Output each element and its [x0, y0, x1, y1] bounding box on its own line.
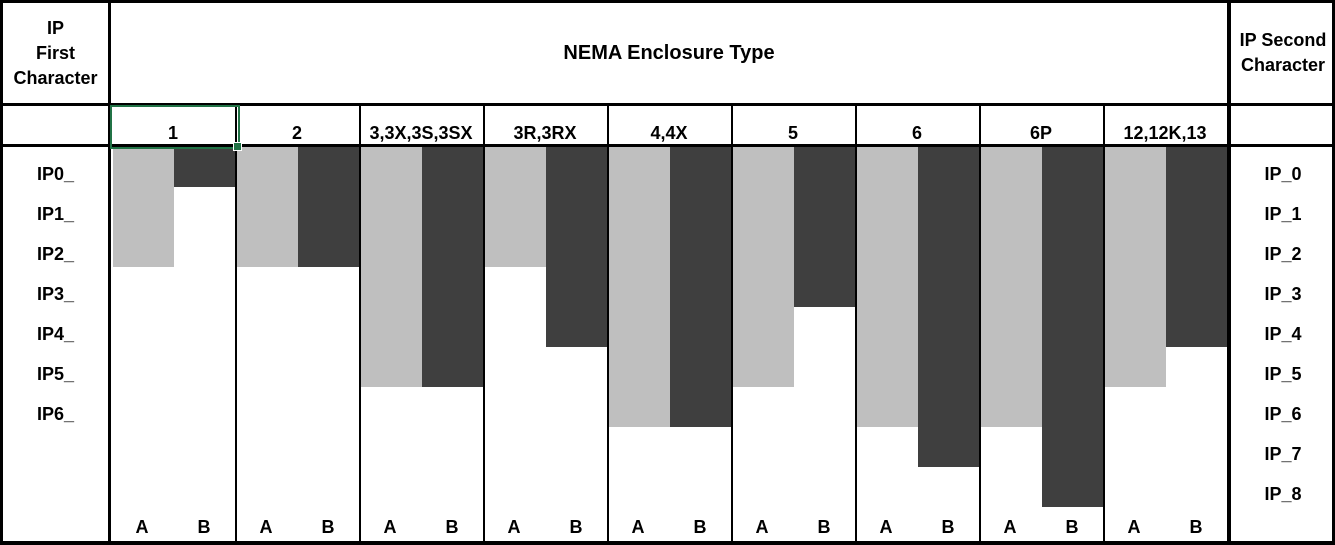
right-axis-label: IP_6	[1264, 404, 1302, 424]
ip-second-character-header: IP Second Character	[1231, 3, 1332, 103]
column-divider	[483, 103, 485, 542]
column-header-cell[interactable]: 6P	[1029, 123, 1053, 143]
column-header-cell[interactable]: 12,12K,13	[1123, 123, 1207, 143]
column-header-cell[interactable]: 3,3X,3S,3SX	[369, 123, 473, 143]
column-header-cell[interactable]: 3R,3RX	[513, 123, 577, 143]
sub-column-label-b: B	[941, 517, 955, 537]
bar-b	[1166, 147, 1227, 347]
right-axis-label: IP_4	[1264, 324, 1302, 344]
sub-column-label-b: B	[445, 517, 459, 537]
bar-b	[174, 147, 235, 187]
column-header-cell[interactable]: 2	[291, 123, 302, 143]
nema-enclosure-type-title: NEMA Enclosure Type	[111, 3, 1227, 103]
sub-column-label-a: A	[507, 517, 521, 537]
right-axis-label: IP_8	[1264, 484, 1302, 504]
left-axis-label: IP4_	[36, 324, 75, 344]
column-header-cell[interactable]: 1	[167, 123, 178, 143]
column-header-cell[interactable]: 6	[911, 123, 922, 143]
sub-column-label-a: A	[755, 517, 769, 537]
right-axis-label: IP_2	[1264, 244, 1302, 264]
sub-column-label-a: A	[879, 517, 893, 537]
sub-column-label-b: B	[197, 517, 211, 537]
header-line: Character	[1240, 55, 1326, 75]
right-axis-label: IP_3	[1264, 284, 1302, 304]
bar-a	[609, 147, 670, 427]
right-axis-label: IP_7	[1264, 444, 1302, 464]
bar-a	[237, 147, 298, 267]
ip-first-character-header: IP First Character	[3, 3, 108, 103]
left-axis-label: IP0_	[36, 164, 75, 184]
sub-column-label-b: B	[569, 517, 583, 537]
bar-b	[670, 147, 731, 427]
sub-column-label-a: A	[1003, 517, 1017, 537]
right-column-border	[1227, 3, 1231, 542]
left-axis-label: IP5_	[36, 364, 75, 384]
header-line: Character	[13, 67, 98, 88]
sub-column-label-a: A	[383, 517, 397, 537]
right-axis-label: IP_5	[1264, 364, 1302, 384]
bar-a	[113, 147, 174, 267]
sub-column-label-a: A	[1127, 517, 1141, 537]
left-axis-label: IP6_	[36, 404, 75, 424]
header-line: IP Second	[1239, 30, 1327, 50]
bar-b	[794, 147, 855, 307]
right-axis-label: IP_0	[1264, 164, 1302, 184]
sub-column-label-a: A	[135, 517, 149, 537]
right-axis-label: IP_1	[1264, 204, 1302, 224]
column-divider	[1103, 103, 1105, 542]
sub-column-label-a: A	[631, 517, 645, 537]
header-line: IP	[46, 17, 64, 38]
column-divider	[731, 103, 733, 542]
column-divider	[235, 103, 237, 542]
bar-b	[298, 147, 359, 267]
bar-b	[422, 147, 483, 387]
bar-a	[1105, 147, 1166, 387]
bar-a	[361, 147, 422, 387]
left-column-border	[108, 3, 111, 542]
bar-a	[485, 147, 546, 267]
gridline-bottom	[3, 541, 1332, 542]
bar-a	[981, 147, 1042, 427]
bar-a	[857, 147, 918, 427]
column-divider	[607, 103, 609, 542]
bar-b	[1042, 147, 1103, 507]
bar-b	[918, 147, 979, 467]
column-divider	[359, 103, 361, 542]
column-header-cell[interactable]: 5	[787, 123, 798, 143]
sub-column-label-b: B	[1065, 517, 1079, 537]
bar-b	[546, 147, 607, 347]
sub-column-label-b: B	[817, 517, 831, 537]
chart-title: NEMA Enclosure Type	[563, 41, 775, 64]
sub-column-label-b: B	[1189, 517, 1203, 537]
sub-column-label-b: B	[321, 517, 335, 537]
bar-a	[733, 147, 794, 387]
header-line: First	[35, 42, 75, 63]
column-divider	[979, 103, 981, 542]
left-axis-label: IP3_	[36, 284, 75, 304]
column-header-cell[interactable]: 4,4X	[650, 123, 688, 143]
sub-column-label-b: B	[693, 517, 707, 537]
left-axis-label: IP1_	[36, 204, 75, 224]
gridline-under-title	[3, 103, 1332, 106]
gridline-under-column-headers	[3, 144, 1332, 147]
sub-column-label-a: A	[259, 517, 273, 537]
column-divider	[855, 103, 857, 542]
left-axis-label: IP2_	[36, 244, 75, 264]
